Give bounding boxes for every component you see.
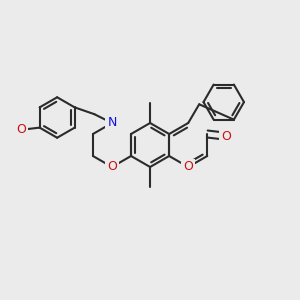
Text: N: N: [107, 116, 117, 130]
Text: O: O: [221, 130, 231, 143]
Text: O: O: [183, 160, 193, 173]
Text: O: O: [16, 123, 26, 136]
Text: O: O: [107, 160, 117, 173]
